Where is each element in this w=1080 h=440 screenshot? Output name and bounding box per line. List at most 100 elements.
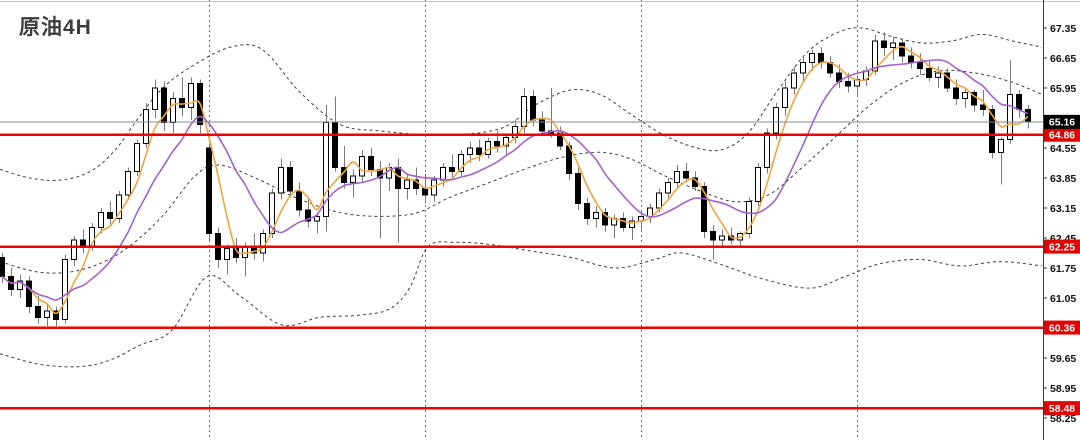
axis-tick-label: 58.95	[1050, 383, 1076, 395]
bear-candle-body	[971, 91, 977, 106]
candlestick	[161, 81, 167, 131]
candlestick	[764, 128, 770, 174]
bollinger-middle-band	[0, 69, 1043, 274]
bull-candle-body	[440, 166, 446, 181]
candlestick	[377, 160, 383, 238]
bear-candle-body	[944, 72, 950, 89]
level-price-badge: 64.86	[1044, 127, 1080, 142]
candlestick	[152, 79, 158, 118]
bull-candle-body	[791, 72, 797, 89]
candlestick	[620, 212, 626, 232]
bear-candle-body	[35, 306, 41, 318]
candlestick	[359, 150, 365, 183]
bull-candle-body	[629, 220, 635, 228]
bull-candle-body	[350, 175, 356, 183]
candlestick	[44, 304, 50, 326]
bollinger-lower-band	[0, 241, 1043, 368]
level-price-badge-text: 64.86	[1049, 130, 1075, 142]
bear-candle-body	[575, 173, 581, 205]
axis-tick-label: 63.85	[1050, 173, 1076, 185]
bear-candle-body	[881, 40, 887, 48]
candlestick	[791, 66, 797, 95]
bull-candle-body	[764, 132, 770, 168]
candlestick	[0, 252, 5, 283]
bull-candle-body	[782, 87, 788, 108]
candlestick	[458, 150, 464, 176]
candlestick	[170, 92, 176, 133]
bull-candle-body	[1007, 93, 1013, 140]
bull-candle-body	[44, 310, 50, 318]
candlestick	[305, 197, 311, 228]
axis-tick-label: 61.75	[1050, 263, 1076, 275]
bear-candle-body	[368, 156, 374, 170]
candlestick	[71, 235, 77, 266]
bear-candle-body	[53, 310, 59, 320]
level-price-badge-text: 62.25	[1049, 241, 1075, 253]
candlestick	[818, 47, 824, 69]
symbol-title: 原油4H	[19, 16, 92, 39]
candlestick	[395, 158, 401, 243]
level-price-badge-text: 58.48	[1049, 403, 1075, 415]
candlestick	[800, 55, 806, 82]
candlestick	[899, 38, 905, 63]
bull-candle-body	[242, 246, 248, 258]
bull-candle-body	[890, 42, 896, 48]
bull-candle-body	[962, 91, 968, 100]
bollinger-layer	[0, 27, 1043, 368]
candlestick	[881, 32, 887, 56]
candlestick	[1016, 90, 1022, 118]
ma-line-slow	[1, 59, 1029, 301]
bull-candle-body	[719, 235, 725, 241]
bear-candle-body	[422, 188, 428, 196]
candlestick	[746, 197, 752, 238]
bear-candle-body	[476, 147, 482, 155]
candlestick	[539, 111, 545, 136]
candlestick	[134, 139, 140, 176]
candlestick	[1007, 60, 1013, 144]
bear-candle-body	[845, 81, 851, 87]
bear-candle-body	[1025, 108, 1031, 123]
candlestick	[35, 295, 41, 324]
bear-candle-body	[710, 231, 716, 241]
candlestick	[80, 229, 86, 253]
price-axis[interactable]: 67.3566.6565.9565.2564.5563.8563.1562.45…	[1043, 0, 1076, 440]
bear-candle-body	[332, 121, 338, 168]
candlestick	[971, 90, 977, 112]
bull-candle-body	[116, 194, 122, 220]
candlestick	[485, 137, 491, 159]
bear-candle-body	[917, 61, 923, 70]
candlestick	[314, 212, 320, 234]
bear-candle-body	[107, 211, 113, 220]
bear-candle-body	[953, 87, 959, 100]
bull-candle-body	[269, 192, 275, 235]
candlestick	[107, 201, 113, 226]
level-price-badge: 60.36	[1044, 320, 1080, 335]
bull-candle-body	[665, 181, 671, 194]
axis-tick-label: 64.55	[1050, 143, 1076, 155]
candlestick	[188, 77, 194, 121]
candlestick	[125, 167, 131, 200]
bull-candle-body	[431, 179, 437, 196]
bear-candle-body	[305, 209, 311, 222]
candlestick	[602, 207, 608, 232]
bear-candle-body	[206, 147, 212, 235]
bear-candle-body	[539, 119, 545, 132]
bull-candle-body	[170, 98, 176, 123]
candlestick	[809, 49, 815, 71]
bull-candle-body	[467, 147, 473, 155]
level-price-badge: 58.48	[1044, 401, 1080, 416]
bear-candle-body	[1016, 93, 1022, 110]
bull-candle-body	[134, 143, 140, 173]
candlestick	[890, 36, 896, 61]
bull-candle-body	[71, 239, 77, 260]
axis-tick-label: 59.65	[1050, 353, 1076, 365]
price-badges-layer: 64.86 62.25 60.36 58.48 65.16	[1044, 114, 1080, 416]
level-price-badge-bg	[1044, 401, 1080, 416]
bull-candle-body	[260, 233, 266, 254]
candlestick	[62, 255, 68, 324]
bull-candle-body	[647, 207, 653, 218]
bollinger-upper-band	[0, 27, 1043, 181]
candlestick	[665, 177, 671, 200]
